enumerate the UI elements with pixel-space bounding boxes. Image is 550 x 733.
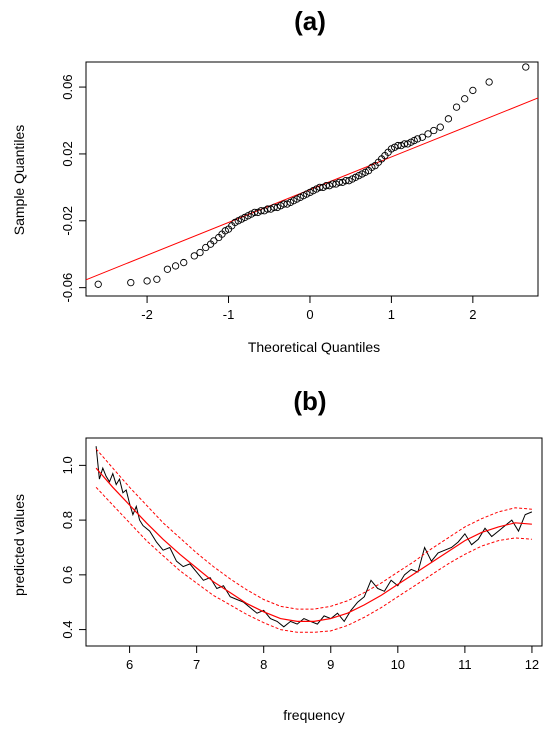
x-axis: 6 7 8 9 10 11 12 [126,646,539,672]
data-point [153,275,161,283]
x-tick-label: 6 [126,657,133,672]
data-point [436,123,444,131]
x-tick-label: 2 [469,307,476,322]
y-axis-label: Sample Quantiles [11,125,27,236]
data-point [163,265,172,273]
plot-frame [85,437,543,647]
data-point [394,141,402,150]
y-tick-label: -0.02 [60,206,75,236]
series-group [95,446,533,633]
x-tick-label: 7 [193,657,200,672]
x-tick-label: -1 [223,307,235,322]
data-point [127,278,135,287]
data-point [270,203,278,212]
y-tick-label: 0.06 [60,74,75,99]
data-point [452,103,461,111]
data-point [413,135,422,143]
data-point [430,126,438,135]
data-point [257,207,265,215]
panel-a-title: (a) [294,6,326,36]
reference-line-group [85,97,539,281]
y-axis: 0.4 0.6 0.8 1.0 [60,456,86,639]
y-axis-label: predicted values [11,494,27,596]
observed-series [95,446,533,628]
data-point [485,78,493,86]
data-point [180,258,188,267]
x-tick-label: 0 [306,307,313,322]
x-axis-label: frequency [283,707,344,723]
x-tick-label: 9 [327,657,334,672]
data-point [94,280,102,288]
data-point [461,95,469,103]
y-tick-label: 1.0 [60,456,75,474]
y-tick-label: 0.02 [60,141,75,166]
data-point [329,180,337,188]
qq-plot: -2 -1 0 1 2 -0.06 -0.02 0.02 0.06 Theoretical Q… [11,61,539,355]
lower-band-series [95,486,532,633]
data-point [342,177,350,185]
y-tick-label: 0.8 [60,511,75,529]
data-point [444,115,453,123]
data-point [335,178,343,186]
data-point [280,200,288,208]
data-point [210,237,218,245]
x-tick-label: -2 [141,307,153,322]
panel-b-title: (b) [293,386,327,416]
x-tick-label: 12 [525,657,539,672]
reference-line [85,97,539,281]
plot-frame [85,61,539,297]
x-axis-label: Theoretical Quantiles [248,339,380,355]
fitted-series [95,467,532,623]
data-point [202,243,210,252]
x-tick-label: 8 [260,657,267,672]
points-group [94,63,530,288]
data-point [250,208,259,217]
y-axis: -0.06 -0.02 0.02 0.06 [60,74,86,302]
x-tick-label: 1 [388,307,395,322]
data-point [263,205,272,213]
upper-band-series [95,448,532,610]
x-tick-label: 11 [458,657,472,672]
data-point [190,252,198,260]
y-tick-label: 0.4 [60,621,75,639]
x-tick-label: 10 [391,657,405,672]
data-point [522,63,530,71]
data-point [143,277,151,285]
data-point [196,248,204,257]
data-point [322,182,330,190]
y-tick-label: 0.6 [60,566,75,584]
data-point [424,130,432,138]
data-point [418,133,427,141]
data-point [171,262,180,270]
data-point [469,86,477,95]
y-tick-label: -0.06 [60,273,75,303]
x-axis: -2 -1 0 1 2 [141,296,476,322]
data-point [316,183,324,192]
data-point [400,140,409,148]
